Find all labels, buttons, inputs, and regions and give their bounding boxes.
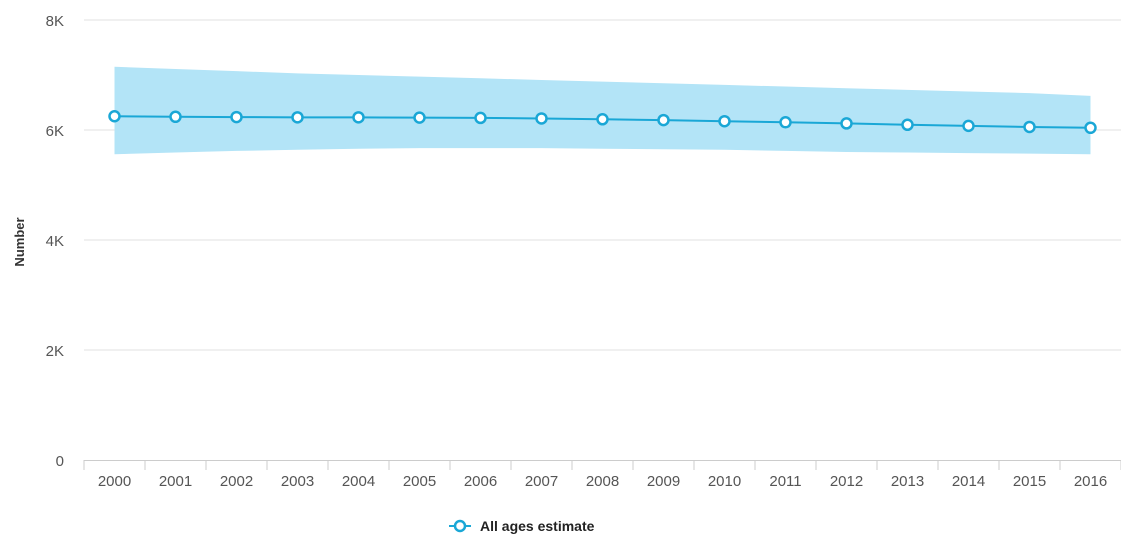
- x-tick-label: 2007: [525, 473, 558, 490]
- series-points-layer: [108, 110, 1097, 135]
- data-point[interactable]: [718, 114, 731, 128]
- y-tick-label: 8K: [46, 13, 64, 30]
- grid-lines: [84, 19, 1121, 351]
- data-point[interactable]: [1023, 120, 1036, 134]
- y-axis-title: Number: [12, 217, 27, 266]
- x-tick-label: 2008: [586, 473, 619, 490]
- x-tick-label: 2013: [891, 473, 924, 490]
- x-tick-label: 2001: [159, 473, 192, 490]
- x-tick-label: 2016: [1074, 473, 1107, 490]
- y-tick-label: 2K: [46, 343, 64, 360]
- data-point[interactable]: [230, 110, 243, 124]
- data-point[interactable]: [779, 116, 792, 129]
- x-axis: [83, 460, 1121, 470]
- data-point[interactable]: [352, 111, 365, 124]
- data-point[interactable]: [840, 117, 853, 130]
- x-tick-label: 2014: [952, 473, 985, 490]
- legend[interactable]: All ages estimate: [449, 518, 595, 534]
- y-axis-tick-labels: 0 2K 4K 6K 8K: [46, 13, 64, 470]
- data-point[interactable]: [169, 110, 182, 124]
- x-tick-label: 2005: [403, 473, 436, 490]
- x-tick-label: 2003: [281, 473, 314, 490]
- data-point[interactable]: [596, 113, 609, 126]
- y-tick-label: 4K: [46, 233, 64, 250]
- x-tick-label: 2011: [769, 473, 801, 490]
- x-tick-label: 2006: [464, 473, 497, 490]
- x-tick-label: 2009: [647, 473, 680, 490]
- confidence-band-layer: [114, 66, 1091, 155]
- y-tick-label: 0: [56, 453, 64, 470]
- data-point[interactable]: [413, 111, 426, 124]
- x-tick-label: 2002: [220, 473, 253, 490]
- data-point[interactable]: [108, 110, 121, 123]
- x-tick-label: 2000: [98, 473, 131, 490]
- data-point[interactable]: [535, 112, 548, 125]
- data-point[interactable]: [474, 111, 487, 125]
- x-tick-label: 2015: [1013, 473, 1046, 490]
- confidence-band: [114, 66, 1091, 155]
- data-point[interactable]: [291, 111, 304, 124]
- x-tick-label: 2012: [830, 473, 863, 490]
- data-point[interactable]: [901, 118, 914, 132]
- x-tick-label: 2010: [708, 473, 741, 490]
- x-axis-tick-labels: 2000 2001 2002 2003 2004 2005 2006 2007 2008 2009…: [98, 473, 1107, 490]
- legend-marker-icon: [453, 519, 467, 533]
- legend-label: All ages estimate: [480, 518, 595, 534]
- y-tick-label: 6K: [46, 123, 64, 140]
- data-point[interactable]: [1084, 121, 1097, 135]
- data-point[interactable]: [962, 119, 975, 133]
- x-tick-label: 2004: [342, 473, 375, 490]
- data-point[interactable]: [657, 113, 670, 127]
